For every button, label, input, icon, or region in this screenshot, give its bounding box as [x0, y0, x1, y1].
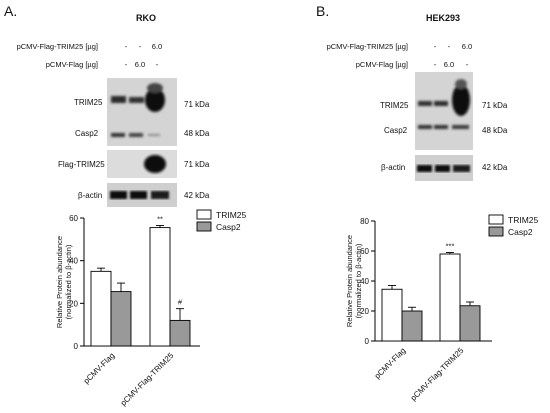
lane-value: 6.0 — [134, 60, 146, 69]
bar-trim25 — [439, 253, 461, 342]
lane-value: - — [447, 42, 451, 51]
western-blot-trim25-casp2-b — [415, 72, 473, 150]
x-category-label: pCMV-Flag-TRIM25 — [409, 346, 466, 403]
bar-chart-b: 0 20 40 60 80 Relative Protein abundance (norm… — [345, 214, 539, 403]
blot-label-beta-actin-a: β-actin — [78, 191, 103, 200]
bar-casp2 — [169, 319, 191, 347]
condition-label-flag-a: pCMV-Flag [µg] — [45, 60, 98, 69]
lane-value: 6.0 — [151, 42, 163, 51]
condition-label-trim25-b: pCMV-Flag-TRIM25 [µg] — [326, 42, 408, 51]
y-axis-title: Relative Protein abundance — [345, 235, 354, 327]
y-tick-label: 60 — [69, 214, 78, 223]
legend-label: Casp2 — [216, 222, 241, 232]
significance-marker: *** — [446, 242, 455, 251]
y-tick-label: 20 — [69, 299, 78, 308]
condition-label-trim25-a: pCMV-Flag-TRIM25 [µg] — [16, 42, 98, 51]
y-tick-label: 60 — [360, 247, 369, 256]
kda-marker: 42 kDa — [184, 191, 210, 200]
y-tick-label: 40 — [69, 257, 78, 266]
y-axis-subtitle: (normalized to β-actin) — [64, 244, 73, 319]
legend-label: Casp2 — [508, 227, 533, 237]
blot-label-trim25-b: TRIM25 — [380, 101, 409, 110]
lane-value: - — [124, 42, 128, 51]
lane-value: - — [433, 42, 437, 51]
y-axis-subtitle: (normalized to β-actin) — [354, 243, 363, 318]
significance-marker: # — [178, 298, 183, 307]
cell-line-title-b: HEK293 — [426, 13, 461, 23]
panel-letter-a: A. — [4, 3, 18, 19]
kda-marker: 71 kDa — [184, 100, 210, 109]
y-tick-label: 0 — [74, 342, 79, 351]
lane-value: 6.0 — [443, 60, 455, 69]
lane-value: - — [155, 60, 159, 69]
y-tick-label: 80 — [360, 217, 369, 226]
western-blot-beta-actin-a — [107, 183, 177, 207]
kda-marker: 48 kDa — [482, 126, 508, 135]
legend-swatch-trim25 — [488, 214, 504, 225]
x-category-label: pCMV-Flag-TRIM25 — [119, 351, 176, 408]
condition-label-flag-b: pCMV-Flag [µg] — [355, 60, 408, 69]
kda-marker: 48 kDa — [184, 129, 210, 138]
cell-line-title-a: RKO — [136, 13, 156, 23]
blot-label-trim25-a: TRIM25 — [74, 98, 103, 107]
y-tick-label: 0 — [365, 337, 370, 346]
kda-marker: 42 kDa — [482, 163, 508, 172]
lane-value: 6.0 — [461, 42, 473, 51]
western-blot-beta-actin-b — [415, 155, 473, 181]
kda-marker: 71 kDa — [482, 101, 508, 110]
blot-label-casp2-a: Casp2 — [75, 129, 99, 138]
legend-label: TRIM25 — [508, 215, 539, 225]
lane-value: - — [433, 60, 437, 69]
blot-label-casp2-b: Casp2 — [384, 126, 408, 135]
legend-swatch-casp2 — [488, 226, 504, 237]
y-axis-title: Relative Protein abundance — [55, 236, 64, 328]
significance-marker: ** — [157, 214, 163, 223]
legend-swatch-casp2 — [196, 221, 212, 232]
bar-casp2 — [401, 310, 423, 342]
bar-trim25 — [381, 288, 403, 342]
bar-trim25 — [149, 227, 171, 347]
kda-marker: 71 kDa — [184, 160, 210, 169]
western-blot-trim25-casp2-a — [107, 78, 177, 146]
bar-trim25 — [90, 270, 112, 347]
lane-value: - — [465, 60, 469, 69]
bar-casp2 — [110, 291, 132, 347]
bar-casp2 — [459, 305, 481, 342]
blot-label-beta-actin-b: β-actin — [381, 163, 406, 172]
panel-letter-b: B. — [316, 3, 330, 19]
bar-chart-a: 0 20 40 60 Relative Protein abundance (normal… — [55, 209, 247, 408]
lane-value: - — [124, 60, 128, 69]
lane-value: - — [138, 42, 142, 51]
y-tick-label: 20 — [360, 307, 369, 316]
blot-label-flag-trim25-a: Flag-TRIM25 — [58, 160, 105, 169]
y-tick-label: 40 — [360, 277, 369, 286]
legend-swatch-trim25 — [196, 209, 212, 220]
western-blot-flag-trim25-a — [107, 150, 177, 178]
legend-label: TRIM25 — [216, 210, 247, 220]
x-category-label: pCMV-Flag — [82, 351, 117, 386]
x-category-label: pCMV-Flag — [373, 346, 408, 381]
